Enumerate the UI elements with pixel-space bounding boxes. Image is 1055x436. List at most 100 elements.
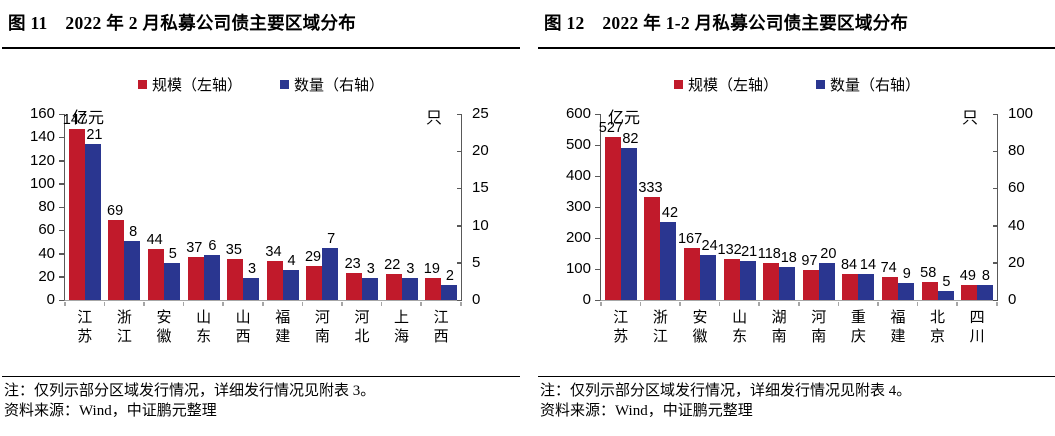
- count-bar: 14: [858, 257, 876, 300]
- left-axis-tick-label: 400: [565, 167, 591, 184]
- bar-group: 118 18: [758, 114, 797, 300]
- bar-value-label: 4: [287, 253, 296, 270]
- right-axis-tick: [993, 150, 998, 153]
- count-bar: 21: [739, 244, 757, 300]
- legend-item-count: 数量（右轴）: [280, 74, 384, 95]
- right-axis-tick: [457, 225, 462, 227]
- x-axis-labels: 江苏 浙江 安徽 山东 山西 福建 河南 河北 上海 江西: [64, 309, 460, 347]
- right-axis-tick-label: 5: [472, 253, 481, 271]
- count-bar: 24: [699, 238, 718, 300]
- left-axis-tick: [59, 206, 64, 208]
- left-axis-tick-label: 600: [565, 105, 591, 122]
- right-axis-unit: 只: [962, 110, 979, 127]
- right-axis-tick: [457, 187, 462, 190]
- bar-value-label: 23: [344, 256, 361, 273]
- x-axis-tick: [758, 301, 760, 306]
- figure-12-title: 图 12 2022 年 1-2 月私募公司债主要区域分布: [544, 13, 909, 33]
- bar-value-label: 21: [741, 243, 758, 260]
- legend-item-count: 数量（右轴）: [816, 74, 920, 95]
- right-axis-tick: [993, 262, 998, 264]
- bar-value-label: 18: [780, 249, 797, 266]
- x-axis-tick: [460, 301, 462, 306]
- legend-label-scale: 规模（左轴）: [151, 77, 242, 94]
- x-category-label: 重庆: [848, 309, 866, 347]
- left-axis-tick: [595, 144, 600, 146]
- x-axis-tick: [301, 301, 304, 306]
- left-axis-tick-label: 60: [38, 221, 55, 239]
- x-category-label: 河北: [352, 309, 370, 347]
- count-bar: 5: [937, 274, 954, 300]
- right-axis-tick: [993, 113, 998, 115]
- x-category-label: 四川: [967, 309, 985, 347]
- x-axis-tick: [103, 301, 106, 306]
- x-axis-tick: [996, 301, 998, 306]
- bar-value-label: 69: [107, 202, 124, 219]
- bar-group: 49 8: [959, 114, 994, 300]
- right-axis-tick: [457, 150, 462, 153]
- x-category-label: 安徽: [690, 309, 708, 347]
- scale-bar: 167: [678, 231, 702, 300]
- count-bar: 20: [818, 246, 836, 300]
- bar-value-label: 24: [701, 238, 718, 255]
- x-category-label: 山西: [233, 309, 251, 347]
- note-divider: [2, 376, 520, 377]
- x-axis-tick: [679, 301, 681, 306]
- legend-label-scale: 规模（左轴）: [687, 77, 778, 94]
- x-category-label: 河南: [809, 309, 827, 347]
- x-category-label: 山东: [194, 309, 212, 347]
- bar-group: 35 3: [226, 114, 260, 300]
- right-axis-tick-label: 0: [1008, 291, 1017, 308]
- scale-bar: 132: [718, 242, 742, 300]
- count-bar: 4: [282, 253, 299, 300]
- x-axis-tick: [222, 301, 224, 306]
- x-category-label: 福建: [273, 309, 291, 347]
- bar-value-label: 132: [717, 242, 742, 259]
- left-axis-tick: [59, 160, 64, 162]
- left-axis-tick: [59, 229, 64, 232]
- scale-bar: 74: [881, 260, 898, 300]
- right-axis-tick-label: 80: [1008, 142, 1025, 160]
- bar-value-label: 8: [129, 223, 138, 240]
- bar-value-label: 49: [959, 267, 976, 284]
- x-axis-tick: [916, 301, 919, 306]
- x-axis-tick: [64, 301, 66, 306]
- scale-bar: 34: [265, 244, 283, 300]
- right-axis-tick: [993, 299, 998, 301]
- left-axis-tick-label: 80: [38, 198, 55, 215]
- right-axis-tick: [457, 262, 462, 264]
- bar-group: 167 24: [678, 114, 718, 300]
- scale-bar: 35: [226, 242, 244, 300]
- bar-group: 132 21: [718, 114, 757, 300]
- bar-value-label: 333: [638, 179, 663, 196]
- scale-bar: 22: [384, 257, 402, 300]
- legend-label-count: 数量（右轴）: [830, 77, 921, 94]
- bar-value-label: 7: [327, 230, 336, 247]
- x-axis-tick: [877, 301, 879, 306]
- right-axis-tick-label: 60: [1008, 179, 1025, 197]
- scale-bar: 69: [107, 203, 125, 300]
- x-axis-tick: [420, 301, 422, 306]
- right-axis-tick-label: 20: [1008, 253, 1025, 271]
- left-axis-unit: 亿元: [608, 110, 641, 127]
- bar-group: 22 3: [384, 114, 418, 300]
- count-bar: 8: [977, 268, 994, 300]
- count-bar: 3: [243, 261, 260, 300]
- bar-value-label: 22: [384, 257, 401, 274]
- x-axis-tick: [600, 301, 602, 306]
- bar-value-label: 84: [840, 257, 858, 273]
- bar-group: 29 7: [305, 114, 339, 300]
- left-axis-tick-label: 0: [582, 291, 591, 308]
- figure-note: 注：仅列示部分区域发行情况，详细发行情况见附表 4。: [540, 383, 912, 399]
- x-axis-tick: [262, 301, 264, 306]
- bar-value-label: 35: [225, 242, 242, 259]
- x-category-label: 江苏: [75, 309, 93, 347]
- scale-bar: 44: [147, 232, 164, 300]
- right-axis-tick: [457, 299, 462, 301]
- x-axis-tick: [956, 301, 958, 306]
- bar-value-label: 14: [859, 257, 877, 273]
- count-bar: 8: [124, 224, 141, 300]
- bar-value-label: 42: [661, 204, 679, 221]
- right-axis-unit: 只: [426, 110, 443, 127]
- scale-bar: 97: [801, 253, 819, 300]
- right-axis-tick-label: 25: [472, 105, 489, 122]
